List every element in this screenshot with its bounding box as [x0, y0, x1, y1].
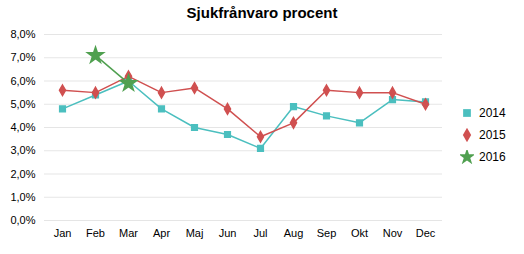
html-text:2014: 2014 — [479, 106, 506, 120]
svg-text:Mar: Mar — [119, 227, 138, 239]
svg-text:2,0%: 2,0% — [10, 168, 35, 180]
svg-text:Jun: Jun — [219, 227, 237, 239]
svg-text:Apr: Apr — [153, 227, 170, 239]
svg-text:Okt: Okt — [351, 227, 368, 239]
svg-text:0,0%: 0,0% — [10, 214, 35, 226]
html-text:2015: 2015 — [479, 128, 506, 142]
svg-text:Maj: Maj — [186, 227, 204, 239]
svg-text:Nov: Nov — [383, 227, 403, 239]
svg-text:Sep: Sep — [317, 227, 337, 239]
svg-text:Jan: Jan — [54, 227, 72, 239]
svg-text:7,0%: 7,0% — [10, 51, 35, 63]
svg-text:Dec: Dec — [416, 227, 436, 239]
svg-text:8,0%: 8,0% — [10, 28, 35, 40]
svg-text:Feb: Feb — [86, 227, 105, 239]
svg-text:4,0%: 4,0% — [10, 121, 35, 133]
svg-text:3,0%: 3,0% — [10, 144, 35, 156]
html-text:Sjukfrånvaro procent: Sjukfrånvaro procent — [186, 4, 338, 21]
svg-text:6,0%: 6,0% — [10, 75, 35, 87]
svg-text:1,0%: 1,0% — [10, 191, 35, 203]
svg-text:5,0%: 5,0% — [10, 98, 35, 110]
html-text:2016: 2016 — [479, 150, 506, 164]
svg-text:Jul: Jul — [253, 227, 267, 239]
svg-text:Aug: Aug — [284, 227, 304, 239]
